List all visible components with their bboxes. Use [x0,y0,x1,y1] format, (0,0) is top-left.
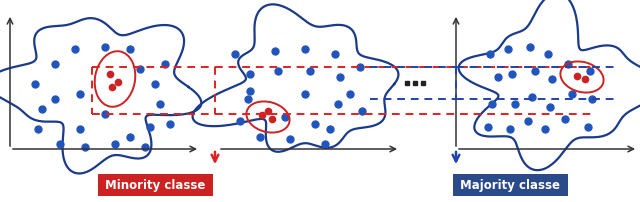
Text: Minority classe: Minority classe [105,179,205,191]
FancyBboxPatch shape [452,174,568,196]
FancyBboxPatch shape [97,174,212,196]
Text: Majority classe: Majority classe [460,179,560,191]
